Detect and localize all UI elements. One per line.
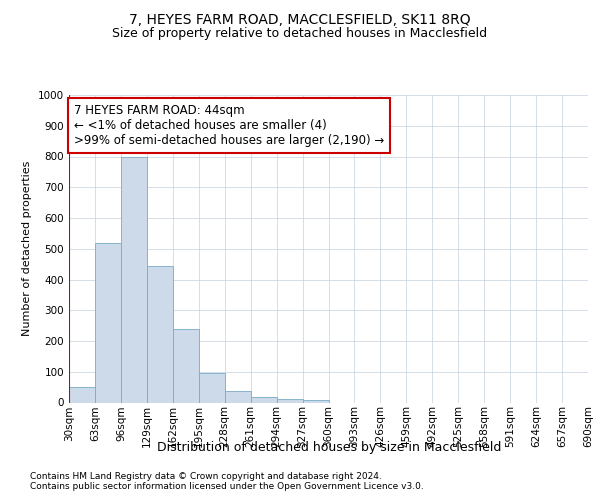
Text: Contains public sector information licensed under the Open Government Licence v3: Contains public sector information licen…: [30, 482, 424, 491]
Bar: [69, 387, 95, 402]
Bar: [277, 400, 302, 402]
Text: 7, HEYES FARM ROAD, MACCLESFIELD, SK11 8RQ: 7, HEYES FARM ROAD, MACCLESFIELD, SK11 8…: [129, 12, 471, 26]
Bar: [251, 397, 277, 402]
Bar: [121, 156, 147, 402]
Y-axis label: Number of detached properties: Number of detached properties: [22, 161, 32, 336]
Text: Size of property relative to detached houses in Macclesfield: Size of property relative to detached ho…: [112, 28, 488, 40]
Bar: [199, 372, 224, 402]
Bar: [225, 391, 251, 402]
Bar: [302, 400, 329, 402]
Text: Contains HM Land Registry data © Crown copyright and database right 2024.: Contains HM Land Registry data © Crown c…: [30, 472, 382, 481]
Bar: [147, 266, 173, 402]
Bar: [95, 242, 121, 402]
Bar: [173, 330, 199, 402]
Text: Distribution of detached houses by size in Macclesfield: Distribution of detached houses by size …: [157, 441, 501, 454]
Text: 7 HEYES FARM ROAD: 44sqm
← <1% of detached houses are smaller (4)
>99% of semi-d: 7 HEYES FARM ROAD: 44sqm ← <1% of detach…: [74, 104, 385, 147]
